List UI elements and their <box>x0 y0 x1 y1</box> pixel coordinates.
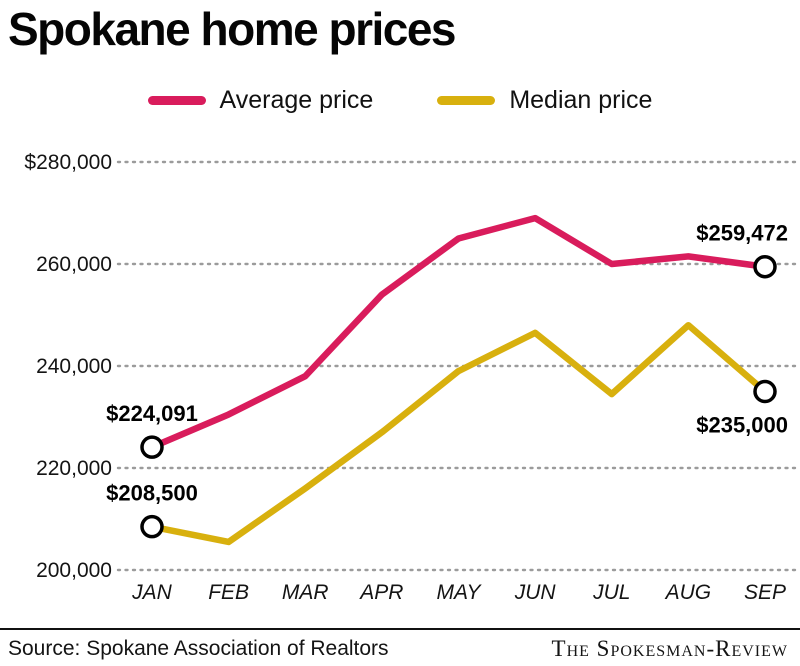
annotation-label: $224,091 <box>106 401 198 426</box>
y-axis-tick-label: 200,000 <box>36 559 112 582</box>
legend-label-average-price: Average price <box>219 86 374 114</box>
legend-item-average-price: Average price <box>147 86 374 115</box>
page-title: Spokane home prices <box>8 3 457 55</box>
x-axis-tick-label: SEP <box>744 581 786 604</box>
x-axis-tick-label: JAN <box>131 581 173 604</box>
x-axis-tick-label: JUL <box>592 581 630 604</box>
x-axis-tick-label: MAY <box>437 581 483 604</box>
y-axis-tick-label: 240,000 <box>36 355 112 378</box>
x-axis-tick-label: APR <box>358 581 403 604</box>
annotation-label: $235,000 <box>696 413 788 438</box>
footer: Source: Spokane Association of Realtors … <box>0 628 800 666</box>
source-text: Source: Spokane Association of Realtors <box>8 637 389 660</box>
legend-swatch-median-price <box>437 96 496 105</box>
y-axis-tick-label: 260,000 <box>36 253 112 276</box>
series-line <box>148 321 769 546</box>
annotation-label: $259,472 <box>696 221 788 246</box>
data-point-marker <box>140 435 164 459</box>
chart-legend: Average price Median price <box>0 86 800 115</box>
series-line <box>148 214 769 451</box>
x-axis-tick-label: AUG <box>664 581 712 604</box>
legend-swatch-average-price <box>147 96 206 105</box>
publisher-credit: The Spokesman-Review <box>551 636 788 661</box>
y-axis-tick-label: 220,000 <box>36 457 112 480</box>
data-point-marker <box>140 514 164 539</box>
x-axis-tick-label: FEB <box>208 581 249 604</box>
x-axis-tick-label: JUN <box>514 581 557 604</box>
annotation-label: $208,500 <box>106 481 198 506</box>
data-point-marker <box>753 379 777 404</box>
legend-item-median-price: Median price <box>437 86 652 115</box>
legend-label-median-price: Median price <box>509 86 653 114</box>
x-axis-tick-label: MAR <box>282 581 329 604</box>
y-axis-tick-label: $280,000 <box>24 151 112 174</box>
data-point-marker <box>753 254 777 279</box>
